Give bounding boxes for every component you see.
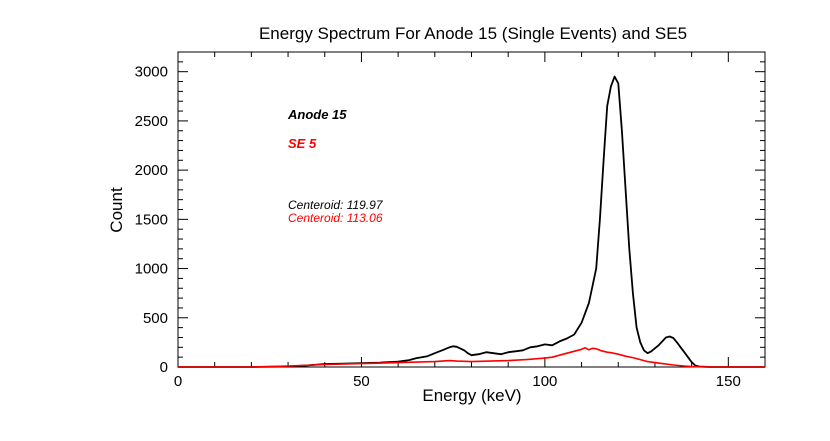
y-tick-label: 1500 — [135, 211, 168, 228]
series-line-anode-15 — [178, 75, 765, 368]
x-tick-label: 50 — [353, 373, 370, 390]
y-tick-label: 2500 — [135, 113, 168, 130]
y-tick-label: 500 — [143, 310, 168, 327]
chart-title: Energy Spectrum For Anode 15 (Single Eve… — [259, 24, 687, 43]
y-tick-label: 1000 — [135, 261, 168, 278]
centeroid-anode-label: Centeroid: 119.97 — [288, 198, 384, 212]
x-axis-label: Energy (keV) — [422, 386, 521, 405]
y-tick-label: 3000 — [135, 64, 168, 81]
series-line-se-5 — [178, 346, 765, 368]
x-tick-label: 100 — [532, 373, 557, 390]
legend-anode-label: Anode 15 — [287, 107, 347, 122]
centeroid-se-label: Centeroid: 113.06 — [288, 211, 383, 225]
y-tick-label: 0 — [160, 359, 168, 376]
plot-frame — [177, 51, 766, 368]
x-tick-label: 150 — [716, 373, 741, 390]
axis-ticks — [177, 52, 765, 368]
y-axis-label: Count — [107, 187, 126, 233]
series-lines — [178, 75, 765, 368]
x-tick-label: 0 — [174, 373, 182, 390]
legend-se-label: SE 5 — [288, 136, 317, 151]
y-tick-label: 2000 — [135, 162, 168, 179]
